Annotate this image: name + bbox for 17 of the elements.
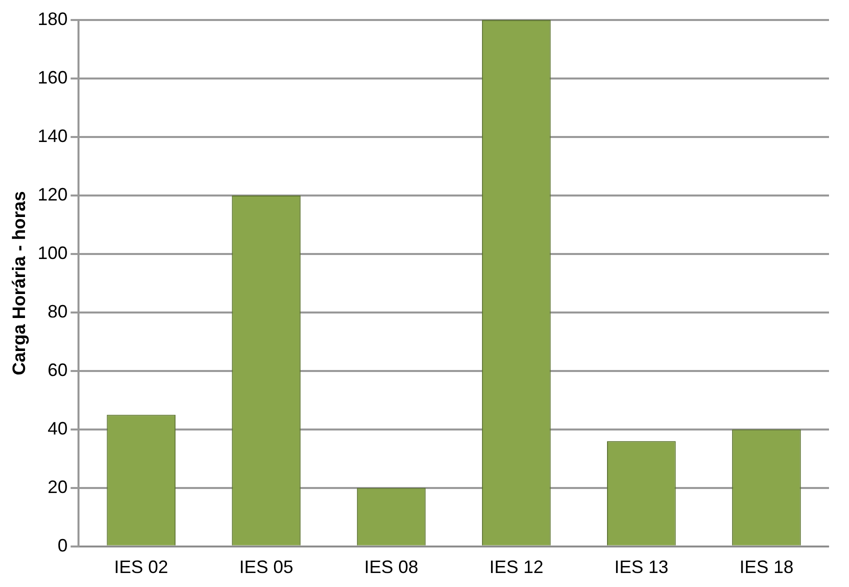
y-tick-label: 60 (48, 360, 68, 380)
x-tick-label: IES 05 (239, 557, 294, 578)
x-tick-label: IES 02 (114, 557, 168, 578)
y-tick-label: 80 (48, 301, 68, 322)
x-tick-label: IES 13 (614, 557, 668, 578)
x-tick-label: IES 12 (489, 557, 544, 578)
y-tick-label: 20 (48, 476, 68, 497)
y-tick-label: 120 (38, 184, 68, 204)
y-tick-label: 100 (38, 242, 68, 263)
y-axis-title: Carga Horária - horas (8, 191, 29, 376)
y-tick-label: 0 (58, 535, 68, 556)
x-tick-label: IES 18 (739, 557, 794, 578)
y-tick-label: 40 (48, 418, 68, 438)
y-tick-label: 160 (38, 67, 68, 88)
y-tick-label: 140 (38, 126, 68, 146)
x-tick-label: IES 08 (364, 557, 418, 578)
y-tick-label: 180 (38, 8, 68, 29)
